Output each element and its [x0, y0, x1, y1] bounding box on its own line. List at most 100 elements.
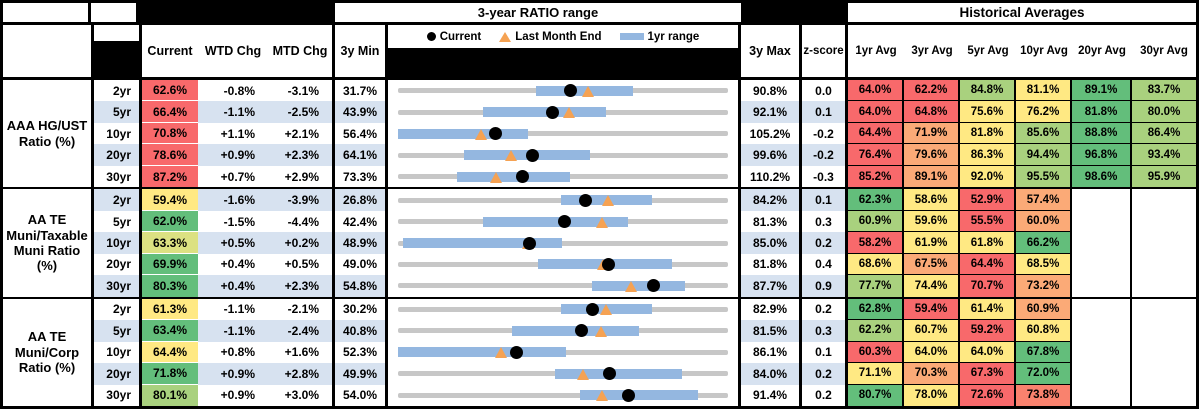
data-row-30yr: 30yr 87.2% +0.7% +2.9% 73.3% 110.2% -0.3 85.2% 8… [94, 165, 1196, 188]
range-track [398, 240, 728, 246]
header-columns-band: Current WTD Chg MTD Chg 3y Min Current L… [3, 25, 1196, 77]
avg-cell: 84.8% [960, 80, 1016, 102]
wtd-chg-cell: +1.1% [198, 122, 268, 145]
3y-min-cell: 49.0% [335, 253, 388, 276]
avg-cell: 92.0% [960, 165, 1016, 188]
data-row-2yr: 2yr 59.4% -1.6% -3.9% 26.8% 84.2% 0.1 62.3% 58.6… [94, 189, 1196, 211]
mtd-chg-cell: +2.3% [268, 275, 335, 297]
avg-cell: 85.6% [1016, 122, 1072, 145]
last-month-end-marker [594, 325, 607, 337]
3y-max-cell: 81.3% [741, 210, 802, 233]
group-label-line: Ratio (%) [18, 133, 76, 149]
group-label: AAA HG/UST Ratio (%) [3, 80, 94, 188]
tenor-cell: 2yr [94, 80, 142, 102]
group-label-line: AAA HG/UST [6, 118, 88, 134]
group-rows: 2yr 62.6% -0.8% -3.1% 31.7% 90.8% 0.0 64.0% 62.2… [94, 80, 1196, 188]
avg-cell: 80.0% [1132, 101, 1196, 123]
avg-cell: 66.2% [1016, 232, 1072, 254]
avg-cell: 95.5% [1016, 165, 1072, 188]
avg-cell: 60.9% [848, 210, 904, 233]
current-marker [557, 215, 571, 229]
legend-last-month-label: Last Month End [515, 30, 602, 43]
tenor-header-top [91, 3, 136, 22]
10yr-avg-header: 10yr Avg [1020, 45, 1068, 57]
avg-cell-empty [1072, 363, 1132, 385]
avg-cell: 62.2% [848, 320, 904, 342]
avg-cell-empty [1132, 363, 1196, 385]
tenor-cell: 5yr [94, 320, 142, 342]
avg-cell-empty [1132, 275, 1196, 297]
wtd-chg-cell: +0.5% [198, 232, 268, 254]
avg-cell: 70.3% [904, 363, 960, 385]
mtd-chg-cell: -3.9% [268, 189, 335, 211]
last-month-end-marker [475, 128, 488, 140]
current-value-cell: 66.4% [142, 101, 198, 123]
avg-cell: 71.1% [848, 363, 904, 385]
group-aa-te-muni-corp-ratio: AA TE Muni/Corp Ratio (%) 2yr 61.3% -1.1% -2.… [3, 296, 1196, 406]
data-row-5yr: 5yr 63.4% -1.1% -2.4% 40.8% 81.5% 0.3 62.2% 60.7… [94, 320, 1196, 342]
z-score-column-header: z-score [802, 25, 848, 77]
range-chart [388, 341, 741, 364]
avg-cell: 58.2% [848, 232, 904, 254]
avg-cell: 64.0% [848, 101, 904, 123]
corner-cell-top [3, 3, 91, 22]
current-value-cell: 62.0% [142, 210, 198, 233]
avg-cell: 67.8% [1016, 341, 1072, 364]
avg-cell: 60.9% [1016, 298, 1072, 321]
avg-cell: 61.9% [904, 232, 960, 254]
3y-min-cell: 42.4% [335, 210, 388, 233]
current-marker [647, 279, 661, 293]
mtd-chg-cell: -2.5% [268, 101, 335, 123]
avg-cell: 61.8% [960, 232, 1016, 254]
avg-cell: 58.6% [904, 189, 960, 211]
mtd-chg-column-header: MTD Chg [272, 44, 328, 58]
3y-max-cell: 105.2% [741, 122, 802, 145]
range-chart [388, 275, 741, 297]
avg-cell-empty [1132, 253, 1196, 276]
tenor-cell: 5yr [94, 101, 142, 123]
20yr-avg-header: 20yr Avg [1078, 45, 1126, 57]
group-label-line: Muni/Corp [14, 344, 80, 360]
5yr-avg-header: 5yr Avg [967, 45, 1009, 57]
tenor-cell: 2yr [94, 298, 142, 321]
z-score-cell: 0.0 [802, 80, 848, 102]
average-column-headers: 1yr Avg 3yr Avg 5yr Avg 10yr Avg 20yr Av… [848, 25, 1196, 77]
group-aaa-hg-ust-ratio: AAA HG/UST Ratio (%) 2yr 62.6% -0.8% -3.1% 31… [3, 80, 1196, 188]
avg-cell: 81.1% [1016, 80, 1072, 102]
avg-cell: 64.4% [848, 122, 904, 145]
avg-cell: 70.7% [960, 275, 1016, 297]
avg-cell: 59.4% [904, 298, 960, 321]
tenor-cell: 5yr [94, 210, 142, 233]
z-score-cell: 0.4 [802, 253, 848, 276]
group-rows: 2yr 61.3% -1.1% -2.1% 30.2% 82.9% 0.2 62.8% 59.4… [94, 298, 1196, 406]
z-score-cell: 0.1 [802, 189, 848, 211]
3y-min-cell: 73.3% [335, 165, 388, 188]
range-section-title: 3-year RATIO range [335, 3, 741, 22]
wtd-chg-cell: +0.8% [198, 341, 268, 364]
legend-range-label: 1yr range [647, 30, 700, 43]
avg-cell: 78.0% [904, 384, 960, 406]
avg-cell: 80.7% [848, 384, 904, 406]
3y-max-cell: 87.7% [741, 275, 802, 297]
avg-cell: 64.0% [904, 341, 960, 364]
avg-cell: 81.8% [960, 122, 1016, 145]
avg-cell: 55.5% [960, 210, 1016, 233]
legend-item-range: 1yr range [619, 30, 700, 43]
current-value-cell: 70.8% [142, 122, 198, 145]
range-chart [388, 232, 741, 254]
avg-cell: 72.0% [1016, 363, 1072, 385]
3y-min-cell: 30.2% [335, 298, 388, 321]
current-dot-icon [426, 32, 436, 41]
3y-max-cell: 81.5% [741, 320, 802, 342]
mtd-chg-cell: +2.9% [268, 165, 335, 188]
avg-cell: 62.2% [904, 80, 960, 102]
last-month-end-marker [595, 216, 608, 228]
current-marker [603, 367, 617, 381]
data-row-10yr: 10yr 64.4% +0.8% +1.6% 52.3% 86.1% 0.1 60.3% 64.… [94, 341, 1196, 364]
z-score-cell: 0.2 [802, 363, 848, 385]
value-column-headers: Current WTD Chg MTD Chg [142, 25, 335, 77]
current-marker [515, 170, 529, 184]
range-chart [388, 80, 741, 102]
range-chart [388, 384, 741, 406]
current-value-cell: 61.3% [142, 298, 198, 321]
